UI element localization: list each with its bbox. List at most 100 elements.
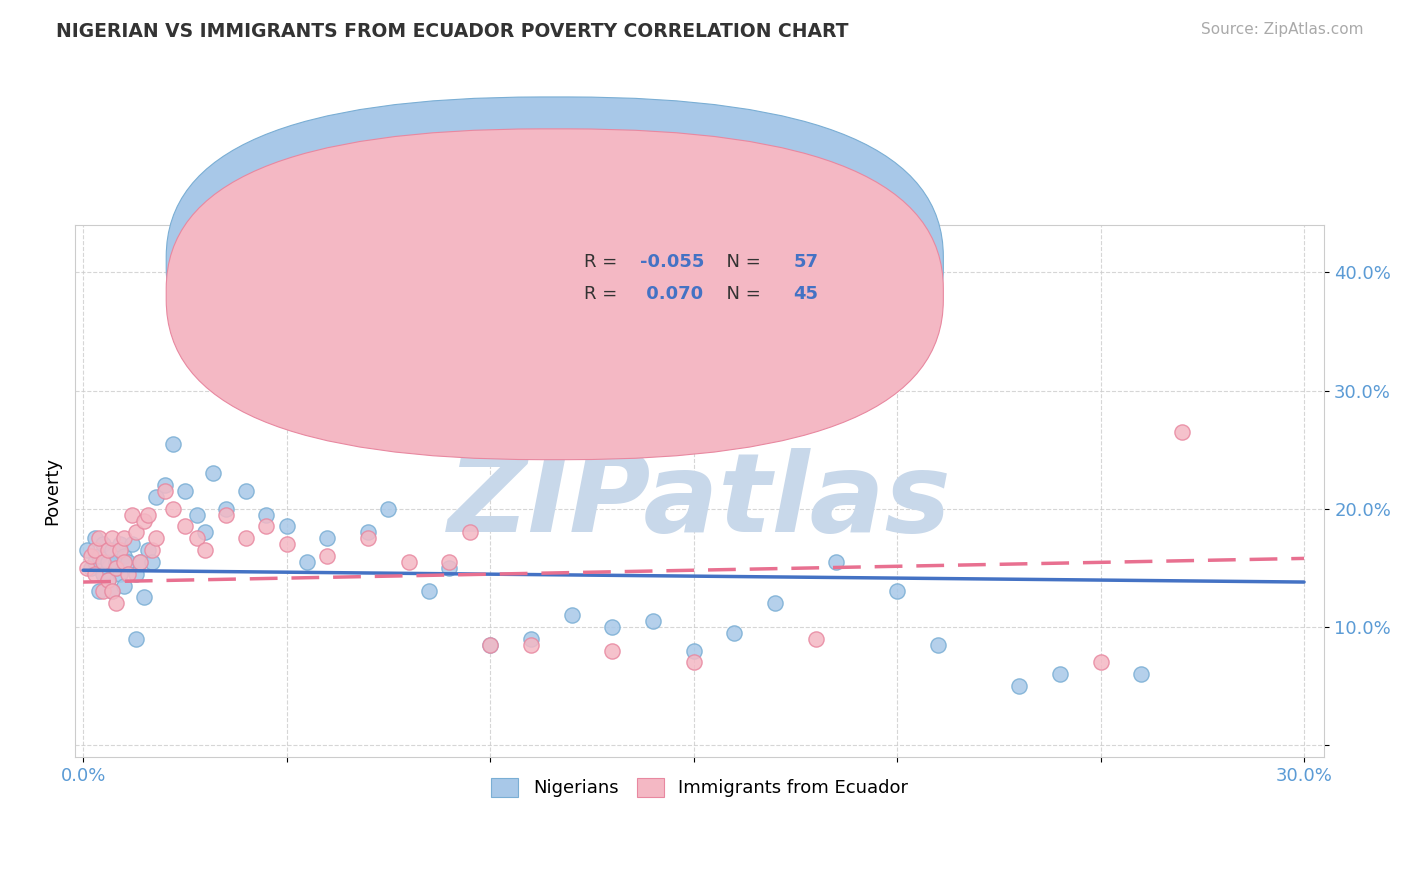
Point: [398, 555, 420, 569]
Point: [80, 549, 103, 563]
Point: [276, 519, 298, 533]
Point: [112, 578, 135, 592]
Point: [93, 537, 115, 551]
Point: [825, 555, 848, 569]
Point: [235, 531, 257, 545]
Point: [153, 483, 176, 498]
Point: [100, 584, 122, 599]
Text: 0.070: 0.070: [640, 285, 703, 303]
Point: [100, 543, 122, 558]
Point: [186, 531, 208, 545]
Point: [174, 483, 197, 498]
Text: N =: N =: [714, 253, 766, 271]
Point: [479, 638, 502, 652]
Point: [886, 584, 908, 599]
Point: [97, 573, 120, 587]
FancyBboxPatch shape: [166, 97, 943, 428]
Point: [1008, 679, 1031, 693]
Point: [125, 632, 148, 646]
Point: [145, 490, 167, 504]
Point: [1130, 667, 1153, 681]
Point: [97, 573, 120, 587]
Point: [600, 620, 623, 634]
Point: [84, 543, 107, 558]
Text: NIGERIAN VS IMMIGRANTS FROM ECUADOR POVERTY CORRELATION CHART: NIGERIAN VS IMMIGRANTS FROM ECUADOR POVE…: [56, 22, 849, 41]
Point: [97, 543, 120, 558]
Point: [89, 531, 111, 545]
Point: [153, 478, 176, 492]
Point: [100, 584, 122, 599]
Point: [84, 531, 107, 545]
Point: [641, 614, 664, 628]
Point: [112, 555, 135, 569]
Point: [276, 537, 298, 551]
Point: [134, 591, 156, 605]
Point: [1049, 667, 1071, 681]
Point: [600, 643, 623, 657]
Point: [357, 525, 380, 540]
Point: [121, 508, 143, 522]
Point: [76, 543, 98, 558]
Point: [214, 501, 236, 516]
Point: [235, 483, 257, 498]
Point: [108, 537, 131, 551]
Text: ZIPatlas: ZIPatlas: [449, 448, 952, 555]
Point: [129, 555, 152, 569]
Point: [89, 549, 111, 563]
Point: [804, 632, 827, 646]
Point: [104, 555, 127, 569]
Point: [174, 519, 197, 533]
Text: R =: R =: [583, 253, 623, 271]
Point: [112, 549, 135, 563]
Point: [108, 566, 131, 581]
Point: [1171, 425, 1194, 439]
Point: [162, 501, 184, 516]
Text: N =: N =: [714, 285, 766, 303]
Point: [93, 584, 115, 599]
Point: [76, 561, 98, 575]
Point: [316, 531, 339, 545]
Point: [560, 608, 582, 623]
Point: [145, 531, 167, 545]
Point: [121, 537, 143, 551]
Point: [254, 519, 277, 533]
Point: [479, 638, 502, 652]
Point: [134, 514, 156, 528]
Legend: Nigerians, Immigrants from Ecuador: Nigerians, Immigrants from Ecuador: [482, 769, 917, 806]
Point: [112, 531, 135, 545]
Point: [439, 561, 461, 575]
Point: [202, 467, 225, 481]
Point: [316, 549, 339, 563]
Point: [458, 525, 481, 540]
Point: [125, 525, 148, 540]
Point: [80, 561, 103, 575]
Text: -0.055: -0.055: [640, 253, 704, 271]
Point: [125, 566, 148, 581]
Point: [97, 555, 120, 569]
Point: [129, 555, 152, 569]
Point: [254, 508, 277, 522]
Point: [439, 555, 461, 569]
Point: [141, 555, 163, 569]
Point: [927, 638, 949, 652]
Point: [100, 531, 122, 545]
Point: [377, 501, 399, 516]
Point: [104, 596, 127, 610]
Text: 57: 57: [793, 253, 818, 271]
Point: [104, 561, 127, 575]
Point: [194, 543, 217, 558]
Point: [108, 543, 131, 558]
Point: [763, 596, 786, 610]
Point: [723, 625, 745, 640]
Point: [295, 555, 318, 569]
Point: [1090, 656, 1112, 670]
Text: Source: ZipAtlas.com: Source: ZipAtlas.com: [1201, 22, 1364, 37]
Point: [136, 508, 159, 522]
Point: [357, 531, 380, 545]
Point: [117, 566, 139, 581]
Point: [520, 638, 543, 652]
Point: [104, 561, 127, 575]
Point: [89, 584, 111, 599]
Point: [682, 643, 704, 657]
FancyBboxPatch shape: [166, 128, 943, 459]
